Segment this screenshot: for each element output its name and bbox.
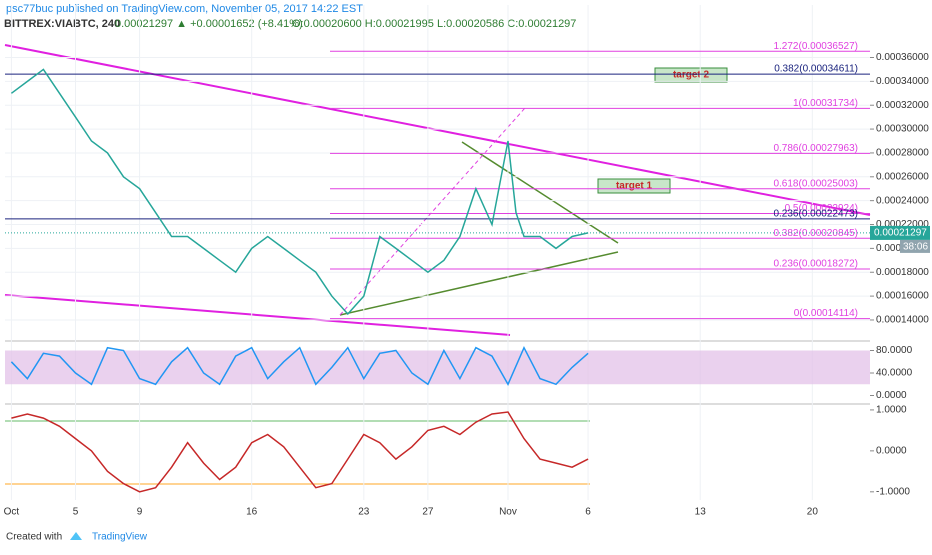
- triangle-line: [461, 141, 619, 244]
- logo: [70, 532, 82, 540]
- trend-line: [4, 294, 511, 336]
- x-tick-label: 23: [358, 507, 370, 518]
- symbol: BITTREX:VIABTC, 240: [4, 18, 120, 30]
- fib-label: 0.786(0.00027963): [773, 143, 858, 154]
- series-line: [10, 345, 589, 386]
- footer: [0, 524, 932, 550]
- target-box: [597, 178, 671, 194]
- fib-label: 0.5(0.00022924): [785, 203, 858, 214]
- fib-base: [339, 107, 526, 316]
- target-box: [654, 67, 728, 83]
- fib-label: 0.236(0.00022473): [773, 209, 858, 220]
- series-line: [10, 68, 589, 316]
- footer-brand: TradingView: [92, 532, 148, 543]
- trend-line: [4, 44, 871, 216]
- y-tick-label: 0.00014000: [876, 315, 929, 326]
- y-tick-label: 0.0000: [876, 446, 907, 457]
- series-line: [11, 411, 589, 493]
- y-tick-label: 0.00030000: [876, 124, 929, 135]
- band: [5, 350, 870, 385]
- x-tick-label: 13: [695, 507, 707, 518]
- x-tick-label: Nov: [499, 507, 517, 518]
- y-tick-label: 0.00028000: [876, 148, 929, 159]
- y-tick-label: 0.00022000: [876, 219, 929, 230]
- x-tick-label: 20: [807, 507, 819, 518]
- price-label: 0.00021297: [874, 228, 927, 239]
- x-tick-label: 6: [585, 507, 591, 518]
- fib-label: 1.272(0.00036527): [773, 41, 858, 52]
- x-tick-label: 16: [246, 507, 258, 518]
- ohlc: O:0.00020600 H:0.00021995 L:0.00020586 C…: [292, 18, 576, 30]
- fib-label: 0.382(0.00034611): [774, 64, 858, 75]
- timer-box: [900, 239, 930, 253]
- separator: [5, 403, 870, 405]
- timer: 38:06: [903, 242, 928, 253]
- triangle-line: [339, 251, 619, 316]
- price-box: [870, 225, 930, 240]
- y-tick-label: 40.0000: [876, 368, 913, 379]
- x-tick-label: 9: [137, 507, 143, 518]
- y-tick-label: 1.0000: [876, 405, 907, 416]
- fib-label: 0(0.00014114): [794, 308, 858, 319]
- x-tick-label: 27: [422, 507, 434, 518]
- y-tick-label: 0.00024000: [876, 195, 929, 206]
- fib-label: 0.618(0.00025003): [773, 178, 858, 189]
- fib-label: 0.382(0.00020845): [773, 228, 858, 239]
- fib-label: 1(0.00031734): [793, 98, 858, 109]
- y-tick-label: 0.00026000: [876, 171, 929, 182]
- fib-label: 0.236(0.00018272): [773, 259, 858, 270]
- quote: 0.00021297 ▲ +0.00001652 (+8.41%): [115, 18, 303, 30]
- y-tick-label: 0.00032000: [876, 100, 929, 111]
- footer-text: Created with: [6, 532, 62, 543]
- separator: [5, 340, 870, 342]
- y-tick-label: 80.0000: [876, 345, 913, 356]
- y-tick-label: 0.00034000: [876, 76, 929, 87]
- target-label: target 2: [673, 70, 710, 81]
- header-line: psc77buc published on TradingView.com, N…: [6, 3, 363, 15]
- y-tick-label: 0.0000: [876, 390, 907, 401]
- y-tick-label: -1.0000: [876, 486, 910, 497]
- target-label: target 1: [616, 181, 653, 192]
- y-tick-label: 0.00036000: [876, 52, 929, 63]
- x-tick-label: 5: [73, 507, 79, 518]
- y-tick-label: 0.00016000: [876, 291, 929, 302]
- x-tick-label: Oct: [4, 507, 20, 518]
- y-tick-label: 0.00018000: [876, 267, 929, 278]
